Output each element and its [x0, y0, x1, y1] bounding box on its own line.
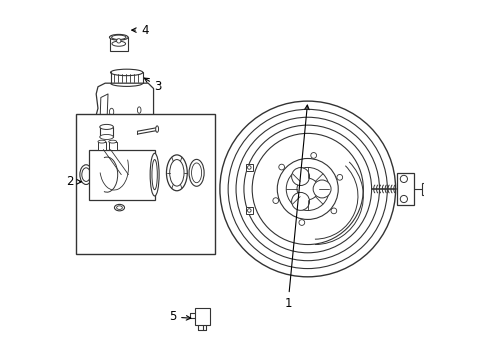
Bar	[195, 309, 210, 324]
Bar	[422, 183, 429, 195]
Polygon shape	[92, 83, 153, 153]
Circle shape	[252, 134, 364, 244]
Circle shape	[292, 193, 310, 210]
Ellipse shape	[167, 155, 187, 191]
Bar	[110, 37, 128, 51]
Ellipse shape	[109, 140, 117, 143]
Ellipse shape	[82, 168, 91, 181]
Ellipse shape	[112, 41, 125, 46]
Ellipse shape	[156, 126, 159, 132]
Bar	[98, 141, 106, 149]
Text: 3: 3	[145, 78, 162, 93]
Circle shape	[286, 167, 329, 211]
Circle shape	[297, 178, 318, 200]
Bar	[100, 127, 113, 137]
Polygon shape	[100, 94, 108, 130]
Ellipse shape	[115, 204, 124, 211]
Ellipse shape	[80, 165, 93, 184]
Ellipse shape	[109, 35, 128, 40]
Bar	[397, 173, 414, 205]
Circle shape	[220, 101, 395, 277]
Ellipse shape	[100, 134, 113, 139]
Ellipse shape	[111, 69, 143, 76]
Circle shape	[292, 167, 310, 185]
Circle shape	[236, 117, 379, 261]
Ellipse shape	[100, 125, 113, 130]
Ellipse shape	[189, 159, 204, 186]
Text: 5: 5	[169, 310, 191, 324]
Bar	[245, 164, 253, 171]
Text: 1: 1	[284, 105, 309, 310]
Ellipse shape	[117, 206, 122, 210]
Text: 4: 4	[132, 24, 148, 37]
Ellipse shape	[150, 153, 159, 196]
Circle shape	[228, 109, 388, 269]
Circle shape	[313, 180, 331, 198]
Circle shape	[117, 39, 121, 43]
Bar	[245, 207, 253, 214]
Ellipse shape	[98, 140, 106, 143]
Ellipse shape	[152, 159, 157, 190]
Bar	[76, 114, 215, 253]
Circle shape	[277, 158, 338, 220]
Ellipse shape	[112, 35, 126, 40]
Text: 2: 2	[67, 175, 81, 188]
Bar	[109, 141, 117, 149]
Ellipse shape	[170, 159, 184, 186]
Bar	[89, 149, 155, 200]
Circle shape	[244, 125, 371, 253]
